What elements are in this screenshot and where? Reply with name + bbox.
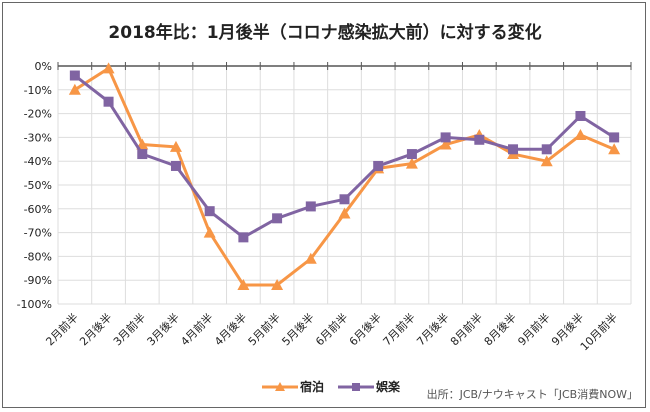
x-tick-label: 4月後半 bbox=[211, 310, 249, 348]
data-point bbox=[574, 129, 587, 141]
data-point bbox=[238, 232, 249, 243]
x-tick-label: 7月後半 bbox=[414, 310, 452, 348]
y-tick-label: 0% bbox=[35, 60, 52, 73]
y-tick-label: -20% bbox=[24, 108, 52, 121]
x-tick-label: 3月前半 bbox=[110, 310, 148, 348]
data-point bbox=[508, 144, 519, 155]
data-point bbox=[575, 110, 586, 121]
data-point bbox=[440, 132, 451, 143]
data-point bbox=[204, 206, 215, 217]
x-tick-label: 10月前半 bbox=[577, 310, 620, 353]
x-tick-label: 2月前半 bbox=[43, 310, 81, 348]
data-point bbox=[169, 140, 182, 152]
data-point bbox=[609, 132, 620, 143]
x-tick-label: 9月前半 bbox=[515, 310, 553, 348]
y-tick-label: -70% bbox=[24, 227, 52, 240]
y-tick-label: -50% bbox=[24, 179, 52, 192]
data-point bbox=[304, 252, 317, 264]
legend-item-0: 宿泊 bbox=[262, 378, 324, 395]
y-tick-label: -80% bbox=[24, 250, 52, 263]
data-point bbox=[406, 149, 417, 160]
data-point bbox=[271, 278, 284, 290]
series-line-0 bbox=[74, 66, 615, 287]
x-tick-label: 4月前半 bbox=[178, 310, 216, 348]
data-point bbox=[338, 207, 351, 219]
y-tick-label: -40% bbox=[24, 155, 52, 168]
data-point bbox=[541, 144, 552, 155]
y-tick-label: -60% bbox=[24, 203, 52, 216]
data-point bbox=[102, 62, 115, 74]
x-tick-label: 7月前半 bbox=[380, 310, 418, 348]
legend-label: 娯楽 bbox=[376, 380, 401, 394]
chart-title: 2018年比：1月後半（コロナ感染拡大前）に対する変化 bbox=[108, 23, 542, 43]
data-point bbox=[540, 155, 553, 167]
data-point bbox=[608, 143, 621, 155]
data-point bbox=[237, 278, 250, 290]
x-tick-label: 2月後半 bbox=[76, 310, 114, 348]
data-point bbox=[137, 149, 148, 160]
y-tick-label: -90% bbox=[24, 274, 52, 287]
legend-item-1: 娯楽 bbox=[338, 378, 400, 395]
source-note: 出所：JCB/ナウキャスト「JCB消費NOW」 bbox=[426, 388, 638, 401]
data-point bbox=[203, 226, 216, 238]
data-point bbox=[170, 160, 181, 171]
legend: 宿泊 娯楽 bbox=[262, 378, 400, 395]
x-tick-label: 8月後半 bbox=[481, 310, 519, 348]
data-point bbox=[474, 134, 485, 145]
data-point bbox=[103, 96, 114, 107]
data-point bbox=[305, 201, 316, 212]
data-point bbox=[373, 160, 384, 171]
y-tick-label: -30% bbox=[24, 131, 52, 144]
data-point bbox=[439, 138, 452, 150]
x-tick-label: 3月後半 bbox=[144, 310, 182, 348]
data-point bbox=[339, 194, 350, 205]
data-point bbox=[69, 70, 80, 81]
data-point bbox=[405, 157, 418, 169]
legend-label: 宿泊 bbox=[300, 380, 325, 394]
data-point bbox=[68, 83, 81, 95]
x-tick-label: 8月前半 bbox=[447, 310, 485, 348]
y-tick-label: -10% bbox=[24, 84, 52, 97]
x-tick-label: 6月後半 bbox=[346, 310, 384, 348]
x-tick-label: 5月後半 bbox=[279, 310, 317, 348]
x-tick-label: 6月前半 bbox=[312, 310, 350, 348]
data-point bbox=[272, 213, 283, 224]
x-tick-label: 5月前半 bbox=[245, 310, 283, 348]
y-tick-label: -100% bbox=[17, 298, 52, 311]
